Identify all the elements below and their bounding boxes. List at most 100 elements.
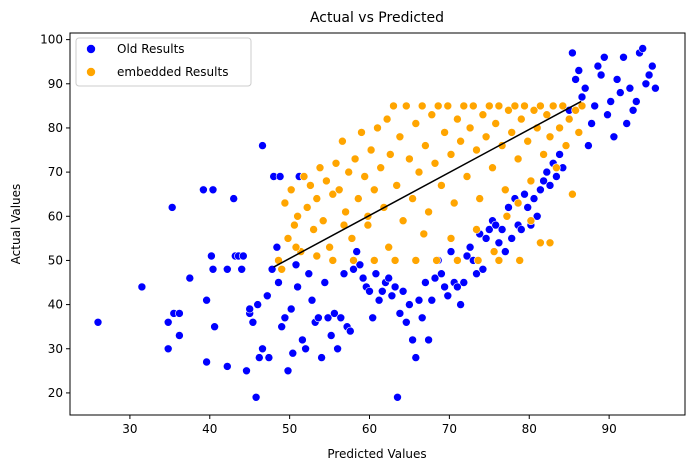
point-old-results	[641, 79, 651, 89]
point-old-results	[405, 300, 414, 309]
point-embedded-results	[395, 132, 405, 142]
point-embedded-results	[536, 101, 545, 111]
point-old-results	[456, 300, 465, 309]
point-embedded-results	[309, 225, 318, 234]
point-embedded-results	[465, 123, 475, 133]
y-tick-label: 70	[48, 165, 63, 179]
point-old-results	[167, 203, 177, 212]
point-embedded-results	[494, 256, 504, 265]
point-old-results	[199, 185, 208, 195]
point-embedded-results	[389, 101, 398, 111]
point-old-results	[606, 97, 616, 106]
point-embedded-results	[430, 159, 440, 168]
point-old-results	[571, 75, 580, 84]
point-old-results	[293, 282, 302, 292]
point-embedded-results	[481, 132, 491, 142]
point-embedded-results	[516, 114, 526, 124]
point-old-results	[208, 264, 218, 274]
point-old-results	[408, 335, 417, 345]
point-embedded-results	[390, 256, 400, 265]
point-old-results	[478, 264, 488, 274]
point-embedded-results	[574, 128, 584, 137]
point-embedded-results	[504, 106, 513, 115]
x-tick-label: 70	[442, 422, 457, 436]
point-embedded-results	[446, 150, 456, 159]
point-embedded-results	[408, 194, 417, 203]
y-tick-label: 50	[48, 253, 63, 267]
point-old-results	[333, 344, 342, 354]
point-old-results	[465, 242, 475, 252]
x-tick-label: 30	[122, 422, 137, 436]
point-old-results	[202, 295, 211, 305]
point-old-results	[580, 83, 590, 93]
point-embedded-results	[286, 185, 296, 195]
point-embedded-results	[341, 207, 350, 217]
point-old-results	[280, 313, 290, 323]
point-embedded-results	[322, 176, 331, 186]
point-old-results	[577, 92, 587, 102]
point-old-results	[304, 269, 314, 279]
point-old-results	[593, 61, 603, 71]
point-old-results	[430, 273, 440, 283]
point-old-results	[349, 264, 358, 274]
point-old-results	[202, 357, 211, 367]
point-old-results	[264, 353, 274, 362]
point-embedded-results	[513, 154, 523, 164]
point-embedded-results	[350, 154, 360, 164]
point-old-results	[507, 234, 517, 243]
point-embedded-results	[484, 101, 494, 111]
point-embedded-results	[373, 123, 382, 133]
point-embedded-results	[459, 101, 469, 111]
point-embedded-results	[398, 216, 408, 225]
point-embedded-results	[539, 150, 548, 159]
x-tick-label: 90	[601, 422, 616, 436]
point-old-results	[414, 295, 424, 305]
plot-area	[69, 32, 686, 416]
y-tick-label: 40	[48, 298, 63, 312]
point-old-results	[609, 132, 619, 142]
point-old-results	[223, 264, 232, 274]
point-old-results	[242, 366, 251, 376]
point-old-results	[288, 348, 298, 358]
point-old-results	[437, 269, 446, 279]
point-embedded-results	[347, 234, 357, 243]
point-old-results	[207, 251, 216, 261]
point-old-results	[291, 260, 301, 270]
y-tick-label: 90	[48, 77, 63, 91]
series-old-results	[93, 44, 660, 402]
point-old-results	[277, 322, 287, 332]
point-embedded-results	[453, 114, 462, 124]
series-embedded-results	[274, 101, 587, 274]
point-embedded-results	[446, 234, 456, 243]
point-embedded-results	[392, 181, 402, 190]
point-embedded-results	[414, 167, 424, 177]
point-embedded-results	[473, 256, 483, 265]
point-embedded-results	[344, 167, 354, 177]
point-embedded-results	[312, 251, 322, 261]
point-old-results	[552, 172, 561, 181]
point-old-results	[258, 344, 267, 354]
point-old-results	[603, 110, 612, 119]
y-axis: 20 30 40 50 60 70 80 90 100	[40, 33, 70, 400]
point-old-results	[377, 286, 387, 296]
point-embedded-results	[331, 159, 341, 168]
point-old-results	[330, 309, 339, 318]
y-tick-label: 80	[48, 121, 63, 135]
x-tick-label: 60	[362, 422, 377, 436]
point-old-results	[345, 326, 355, 336]
point-old-results	[210, 322, 219, 332]
point-old-results	[644, 70, 654, 80]
point-old-results	[352, 247, 362, 256]
point-embedded-results	[299, 172, 309, 181]
point-old-results	[584, 141, 593, 150]
point-old-results	[374, 295, 384, 305]
y-axis-title: Actual Values	[9, 184, 23, 265]
point-old-results	[481, 234, 491, 243]
point-embedded-results	[369, 256, 379, 265]
point-old-results	[417, 313, 427, 323]
point-embedded-results	[494, 101, 504, 111]
point-embedded-results	[545, 238, 555, 248]
point-embedded-results	[443, 101, 453, 111]
point-old-results	[622, 119, 632, 128]
point-embedded-results	[306, 181, 315, 190]
